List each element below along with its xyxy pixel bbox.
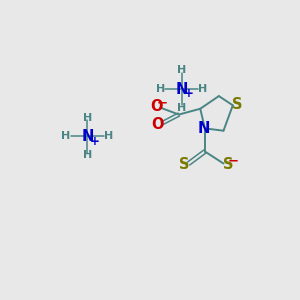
Text: H: H xyxy=(104,131,113,142)
Text: −: − xyxy=(157,97,168,110)
Text: H: H xyxy=(177,103,186,113)
Text: S: S xyxy=(179,157,189,172)
Text: N: N xyxy=(176,82,188,97)
Text: +: + xyxy=(89,135,99,148)
Text: H: H xyxy=(177,65,186,75)
Text: H: H xyxy=(198,84,208,94)
Text: S: S xyxy=(232,97,242,112)
Text: H: H xyxy=(156,84,165,94)
Text: N: N xyxy=(197,121,210,136)
Text: H: H xyxy=(61,131,71,142)
Text: +: + xyxy=(184,87,194,100)
Text: N: N xyxy=(81,129,94,144)
Text: H: H xyxy=(83,112,92,122)
Text: −: − xyxy=(228,155,239,168)
Text: O: O xyxy=(150,99,162,114)
Text: S: S xyxy=(223,157,233,172)
Text: H: H xyxy=(83,150,92,161)
Text: O: O xyxy=(152,116,164,131)
